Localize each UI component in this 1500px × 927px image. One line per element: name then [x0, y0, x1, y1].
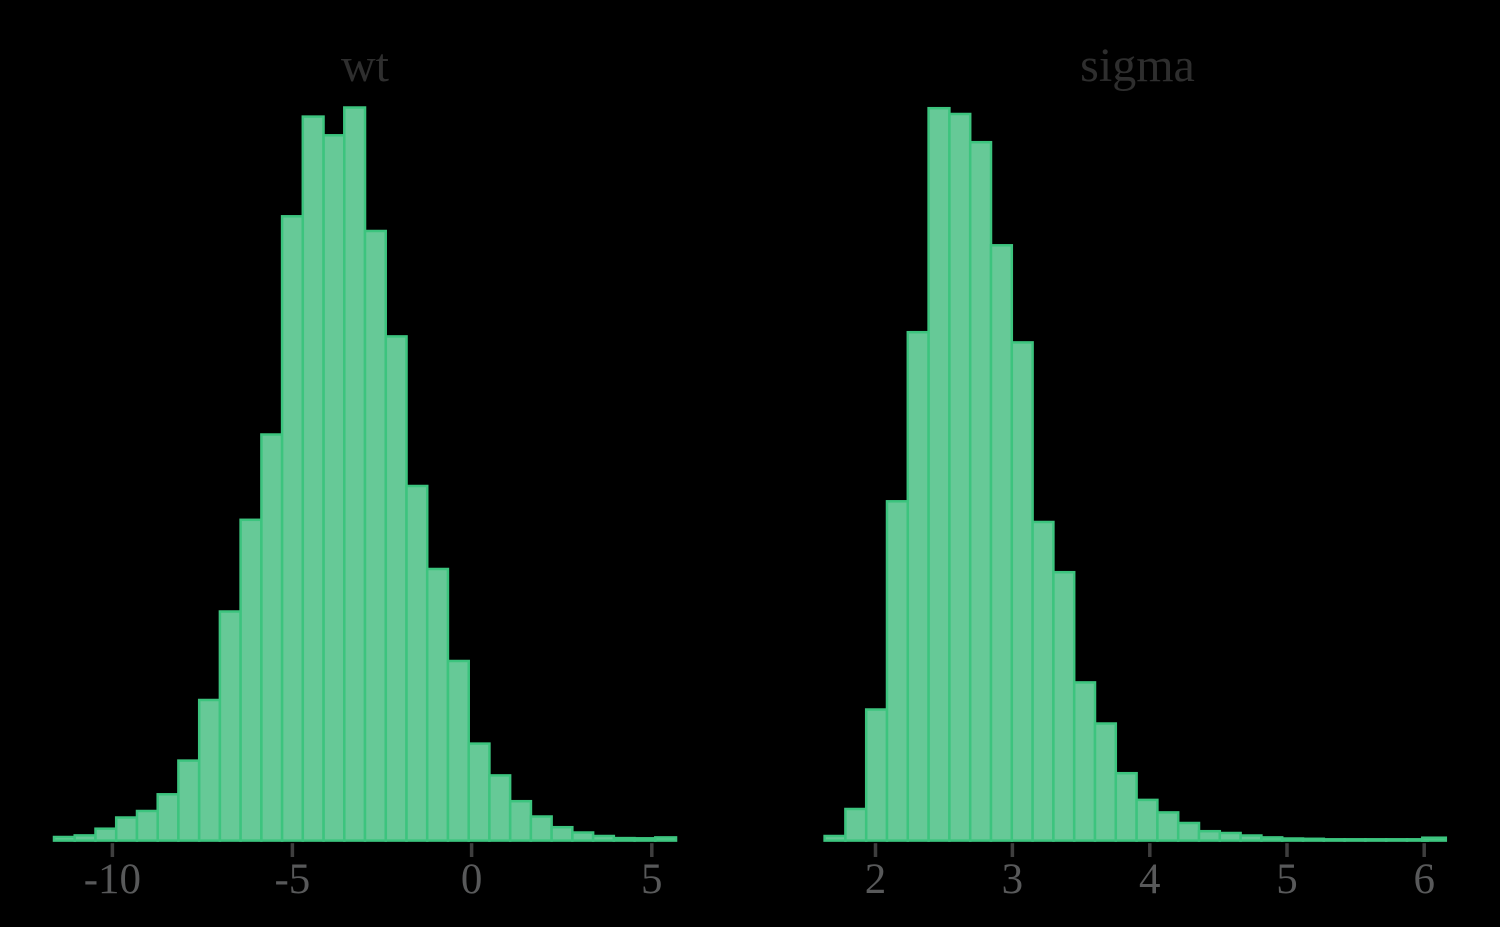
svg-text:4: 4: [1139, 856, 1161, 903]
svg-text:6: 6: [1413, 856, 1435, 903]
svg-text:2: 2: [865, 856, 887, 903]
svg-text:0: 0: [461, 856, 483, 903]
svg-text:5: 5: [1276, 856, 1298, 903]
svg-text:5: 5: [641, 856, 663, 903]
svg-text:-10: -10: [84, 856, 141, 903]
svg-text:3: 3: [1002, 856, 1024, 903]
svg-text:wt: wt: [341, 39, 390, 92]
svg-text:sigma: sigma: [1080, 39, 1195, 92]
svg-text:-5: -5: [274, 856, 310, 903]
